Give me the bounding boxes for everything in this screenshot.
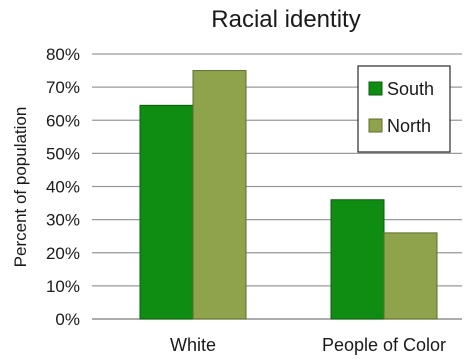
legend-box xyxy=(357,65,451,153)
bar-south-1 xyxy=(139,104,194,320)
bar-north-1 xyxy=(192,70,247,320)
y-tick-label: 0% xyxy=(55,310,80,329)
category-label: White xyxy=(170,335,216,355)
category-labels: White People of Color xyxy=(170,335,446,355)
y-tick-label: 60% xyxy=(46,111,80,130)
y-tick-label: 30% xyxy=(46,211,80,230)
category-label: People of Color xyxy=(322,335,446,355)
legend-swatch-north xyxy=(368,118,383,133)
y-tick-label: 50% xyxy=(46,144,80,163)
y-axis-label: Percent of population xyxy=(11,107,30,268)
bar-north-2 xyxy=(383,232,438,320)
y-tick-label: 10% xyxy=(46,277,80,296)
y-tick-label: 40% xyxy=(46,178,80,197)
y-tick-label: 80% xyxy=(46,45,80,64)
legend-swatch-south xyxy=(368,81,383,96)
bar-south-2 xyxy=(330,199,385,320)
legend: South North xyxy=(357,65,451,153)
legend-label-south: South xyxy=(387,79,434,99)
y-tick-label: 20% xyxy=(46,244,80,263)
y-tick-labels: 0% 10% 20% 30% 40% 50% 60% 70% 80% xyxy=(46,45,80,329)
bars xyxy=(139,70,438,320)
chart-title: Racial identity xyxy=(211,6,360,33)
y-tick-label: 70% xyxy=(46,78,80,97)
legend-label-north: North xyxy=(387,116,431,136)
